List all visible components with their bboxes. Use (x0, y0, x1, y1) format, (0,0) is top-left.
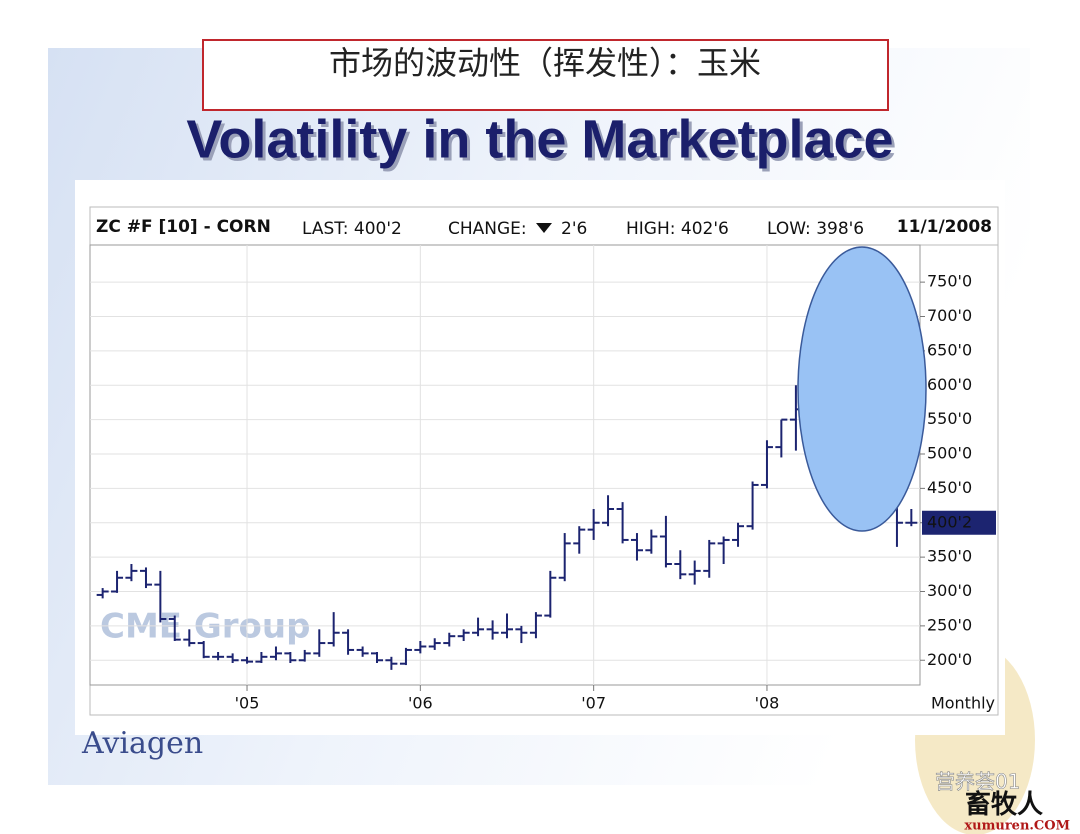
x-tick-label: '05 (235, 694, 260, 713)
x-tick-label: '07 (581, 694, 606, 713)
header-last: LAST: 400'2 (302, 219, 402, 239)
title-shadow: Volatility in the Marketplace (189, 112, 896, 172)
site-name: 畜牧人 (965, 789, 1043, 820)
header-high: HIGH: 402'6 (626, 219, 729, 239)
y-tick-label: 700'0 (927, 306, 972, 325)
y-tick-label: 500'0 (927, 444, 972, 463)
header-change-label: CHANGE: (448, 219, 527, 239)
y-tick-label: 250'0 (927, 615, 972, 634)
y-tick-label: 550'0 (927, 409, 972, 428)
y-tick-label: 750'0 (927, 272, 972, 291)
logo: Aviagen (81, 726, 203, 761)
x-tick-label: '06 (408, 694, 433, 713)
y-tick-label: 650'0 (927, 340, 972, 359)
cn-title: 市场的波动性（挥发性）：玉米 (329, 44, 761, 82)
last-price-label: 400'2 (927, 512, 972, 531)
header-date: 11/1/2008 (897, 217, 992, 237)
x-axis-label: Monthly (931, 694, 995, 713)
y-tick-label: 600'0 (927, 375, 972, 394)
y-tick-label: 350'0 (927, 547, 972, 566)
cme-watermark: CME Group (100, 607, 310, 647)
x-tick-label: '08 (755, 694, 780, 713)
highlight-ellipse (797, 246, 927, 532)
watermark: 营养荟01 (935, 770, 1020, 794)
y-tick-label: 300'0 (927, 581, 972, 600)
y-tick-label: 200'0 (927, 650, 972, 669)
header-low: LOW: 398'6 (767, 219, 864, 239)
cn-title-box (202, 39, 889, 111)
chart-title: ZC #F [10] - CORN (96, 217, 271, 237)
down-arrow (536, 223, 552, 233)
site-url: xumuren.COM (964, 819, 1070, 834)
header-change: 2'6 (561, 219, 587, 239)
last-price-box (922, 510, 996, 535)
plot-frame (89, 244, 921, 686)
title: Volatility in the Marketplace (186, 109, 893, 169)
y-tick-label: 450'0 (927, 478, 972, 497)
